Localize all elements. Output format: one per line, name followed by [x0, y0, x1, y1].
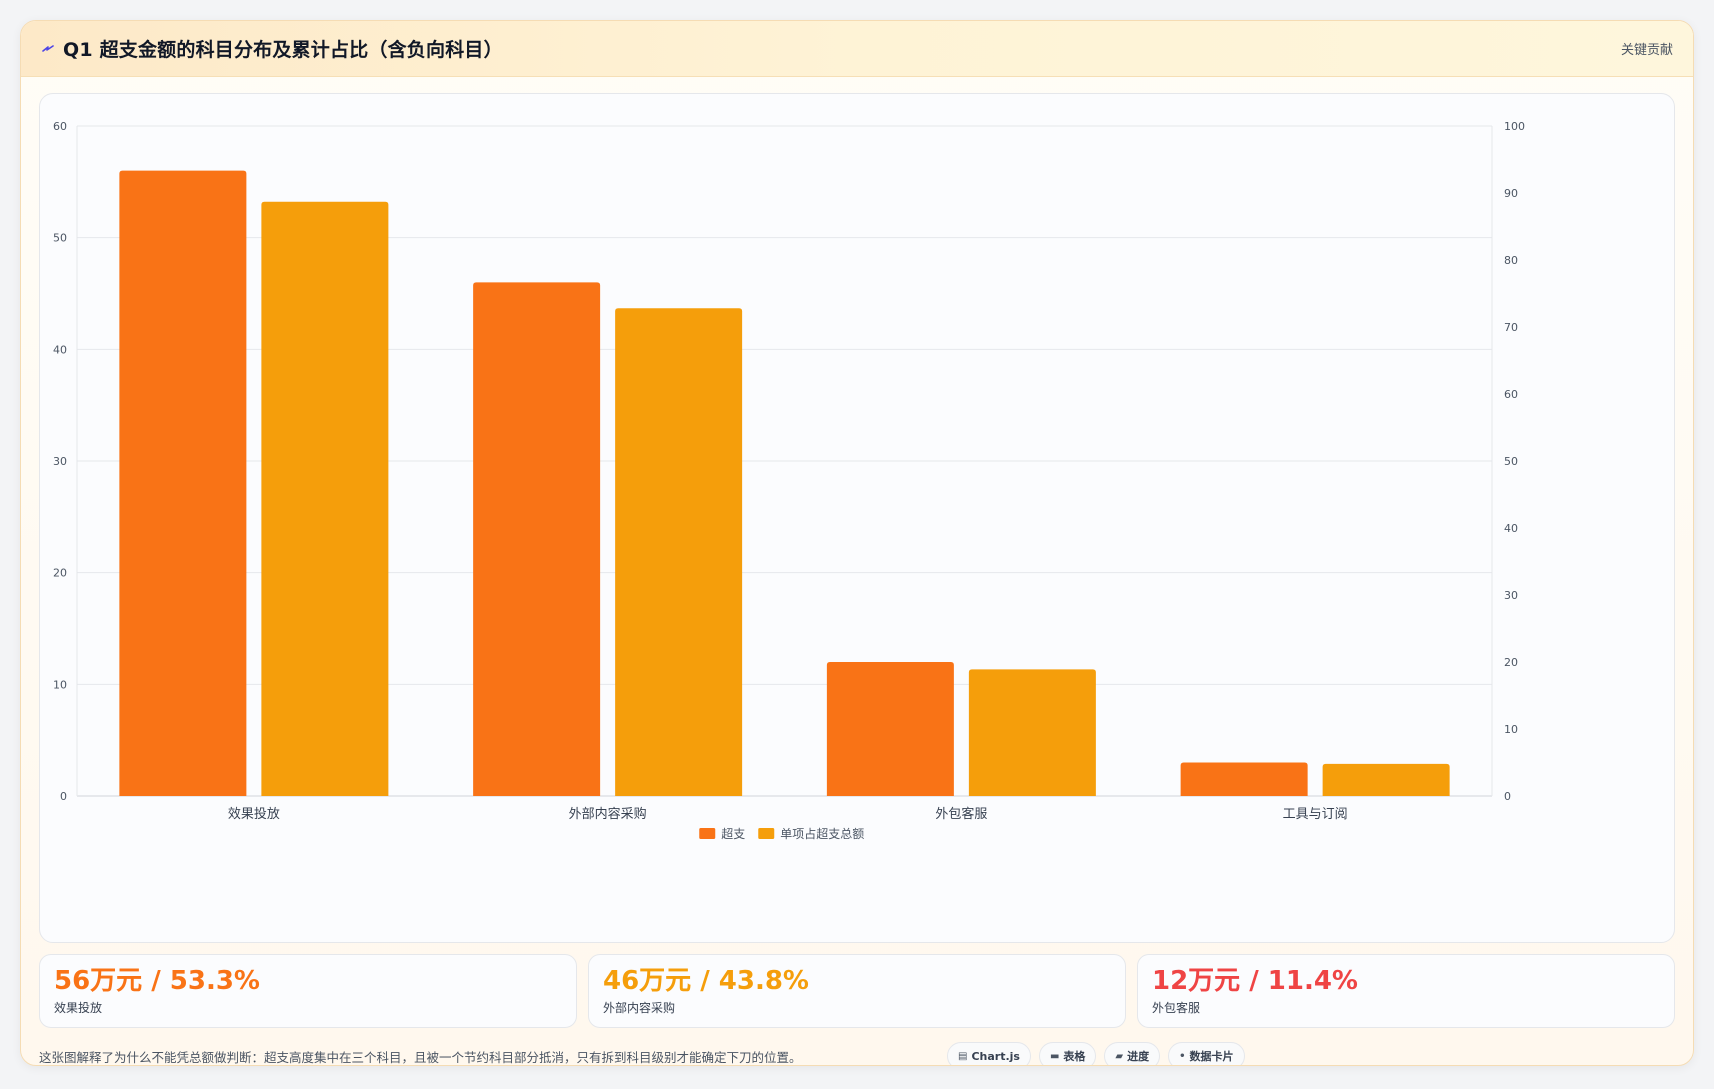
chip-progress[interactable]: ▰ 进度 [1104, 1042, 1161, 1065]
page-title: Q1 超支金额的科目分布及累计占比（含负向科目） [63, 39, 503, 61]
stat-cards: 56万元 / 53.3% 效果投放 46万元 / 43.8% 外部内容采购 12… [39, 954, 1675, 1028]
chip-label: Chart.js [971, 1049, 1020, 1063]
x-tick-label: 效果投放 [228, 806, 280, 822]
y-left-tick-label: 60 [53, 120, 67, 133]
bar [615, 308, 743, 796]
y-right-tick-label: 0 [1504, 790, 1511, 803]
chip-data-card[interactable]: • 数据卡片 [1168, 1042, 1245, 1065]
stat-card-2: 46万元 / 43.8% 外部内容采购 [588, 954, 1126, 1028]
stat-card-3: 12万元 / 11.4% 外包客服 [1137, 954, 1675, 1028]
title-wrap: Q1 超支金额的科目分布及累计占比（含负向科目） [41, 35, 503, 62]
legend-label: 单项占超支总额 [780, 826, 864, 841]
card-header: Q1 超支金额的科目分布及累计占比（含负向科目） 关键贡献 [21, 21, 1693, 77]
y-right-tick-label: 50 [1504, 455, 1518, 468]
chip-table[interactable]: ▬ 表格 [1038, 1042, 1097, 1065]
stat-value: 56万元 / 53.3% [54, 966, 260, 996]
legend-label: 超支 [721, 826, 745, 841]
y-right-tick-label: 40 [1504, 522, 1518, 535]
chip-label: 表格 [1063, 1050, 1086, 1063]
chart-panel: 0 10 20 30 40 50 60 0 10 20 30 40 50 60 70 80 90 100 效果投放 外… [39, 93, 1675, 943]
y-left-tick-label: 50 [53, 232, 67, 245]
chart-card: Q1 超支金额的科目分布及累计占比（含负向科目） 关键贡献 0 10 20 30 40 5… [20, 20, 1694, 1066]
x-tick-label: 工具与订阅 [1283, 807, 1348, 822]
y-right-tick-label: 10 [1504, 723, 1518, 736]
bar [1322, 763, 1450, 796]
legend-swatch [699, 828, 716, 839]
chip-chartjs[interactable]: ▤ Chart.js [947, 1042, 1031, 1065]
footer-note: 这张图解释了为什么不能凭总额做判断：超支高度集中在三个科目，且被一个节约科目部分… [39, 1049, 802, 1065]
progress-icon: ▰ [1115, 1050, 1124, 1062]
bar-chart: 0 10 20 30 40 50 60 0 10 20 30 40 50 60 70 80 90 100 效果投放 外… [53, 120, 1525, 841]
y-right-tick-label: 80 [1504, 254, 1518, 267]
bar [968, 669, 1096, 796]
stat-label: 外包客服 [1152, 1001, 1201, 1015]
stat-label: 外部内容采购 [603, 1001, 676, 1015]
bar [1180, 762, 1308, 796]
chip-list: ▤ Chart.js ▬ 表格 ▰ 进度 • 数据卡片 [947, 1042, 1245, 1065]
x-tick-label: 外包客服 [935, 806, 987, 822]
stat-label: 效果投放 [54, 1001, 103, 1015]
y-right-tick-label: 30 [1504, 589, 1518, 602]
y-right-tick-label: 70 [1504, 321, 1518, 334]
y-left-tick-label: 0 [60, 790, 67, 803]
stat-value: 12万元 / 11.4% [1152, 966, 1358, 996]
x-tick-label: 外部内容采购 [569, 806, 647, 822]
bar [473, 282, 601, 796]
bar [119, 170, 247, 797]
card-icon: • [1179, 1050, 1186, 1062]
bar [261, 201, 389, 797]
chip-label: 数据卡片 [1189, 1050, 1234, 1063]
y-left-tick-label: 10 [53, 678, 67, 691]
y-right-tick-label: 100 [1504, 120, 1525, 133]
chip-label: 进度 [1127, 1050, 1150, 1063]
lightning-icon [41, 42, 55, 56]
y-left-tick-label: 30 [53, 455, 67, 468]
stat-value: 46万元 / 43.8% [603, 966, 809, 996]
footer: 这张图解释了为什么不能凭总额做判断：超支高度集中在三个科目，且被一个节约科目部分… [39, 1038, 1675, 1065]
stat-card-1: 56万元 / 53.3% 效果投放 [39, 954, 577, 1028]
header-tag: 关键贡献 [1620, 43, 1673, 58]
legend-swatch [758, 828, 775, 839]
y-left-tick-label: 40 [53, 343, 67, 356]
y-right-tick-label: 90 [1504, 187, 1518, 200]
table-icon: ▬ [1049, 1050, 1060, 1062]
y-right-tick-label: 60 [1504, 388, 1518, 401]
y-right-tick-label: 20 [1504, 656, 1518, 669]
y-left-tick-label: 20 [53, 567, 67, 580]
bar [826, 662, 954, 796]
chart-icon: ▤ [958, 1050, 968, 1062]
